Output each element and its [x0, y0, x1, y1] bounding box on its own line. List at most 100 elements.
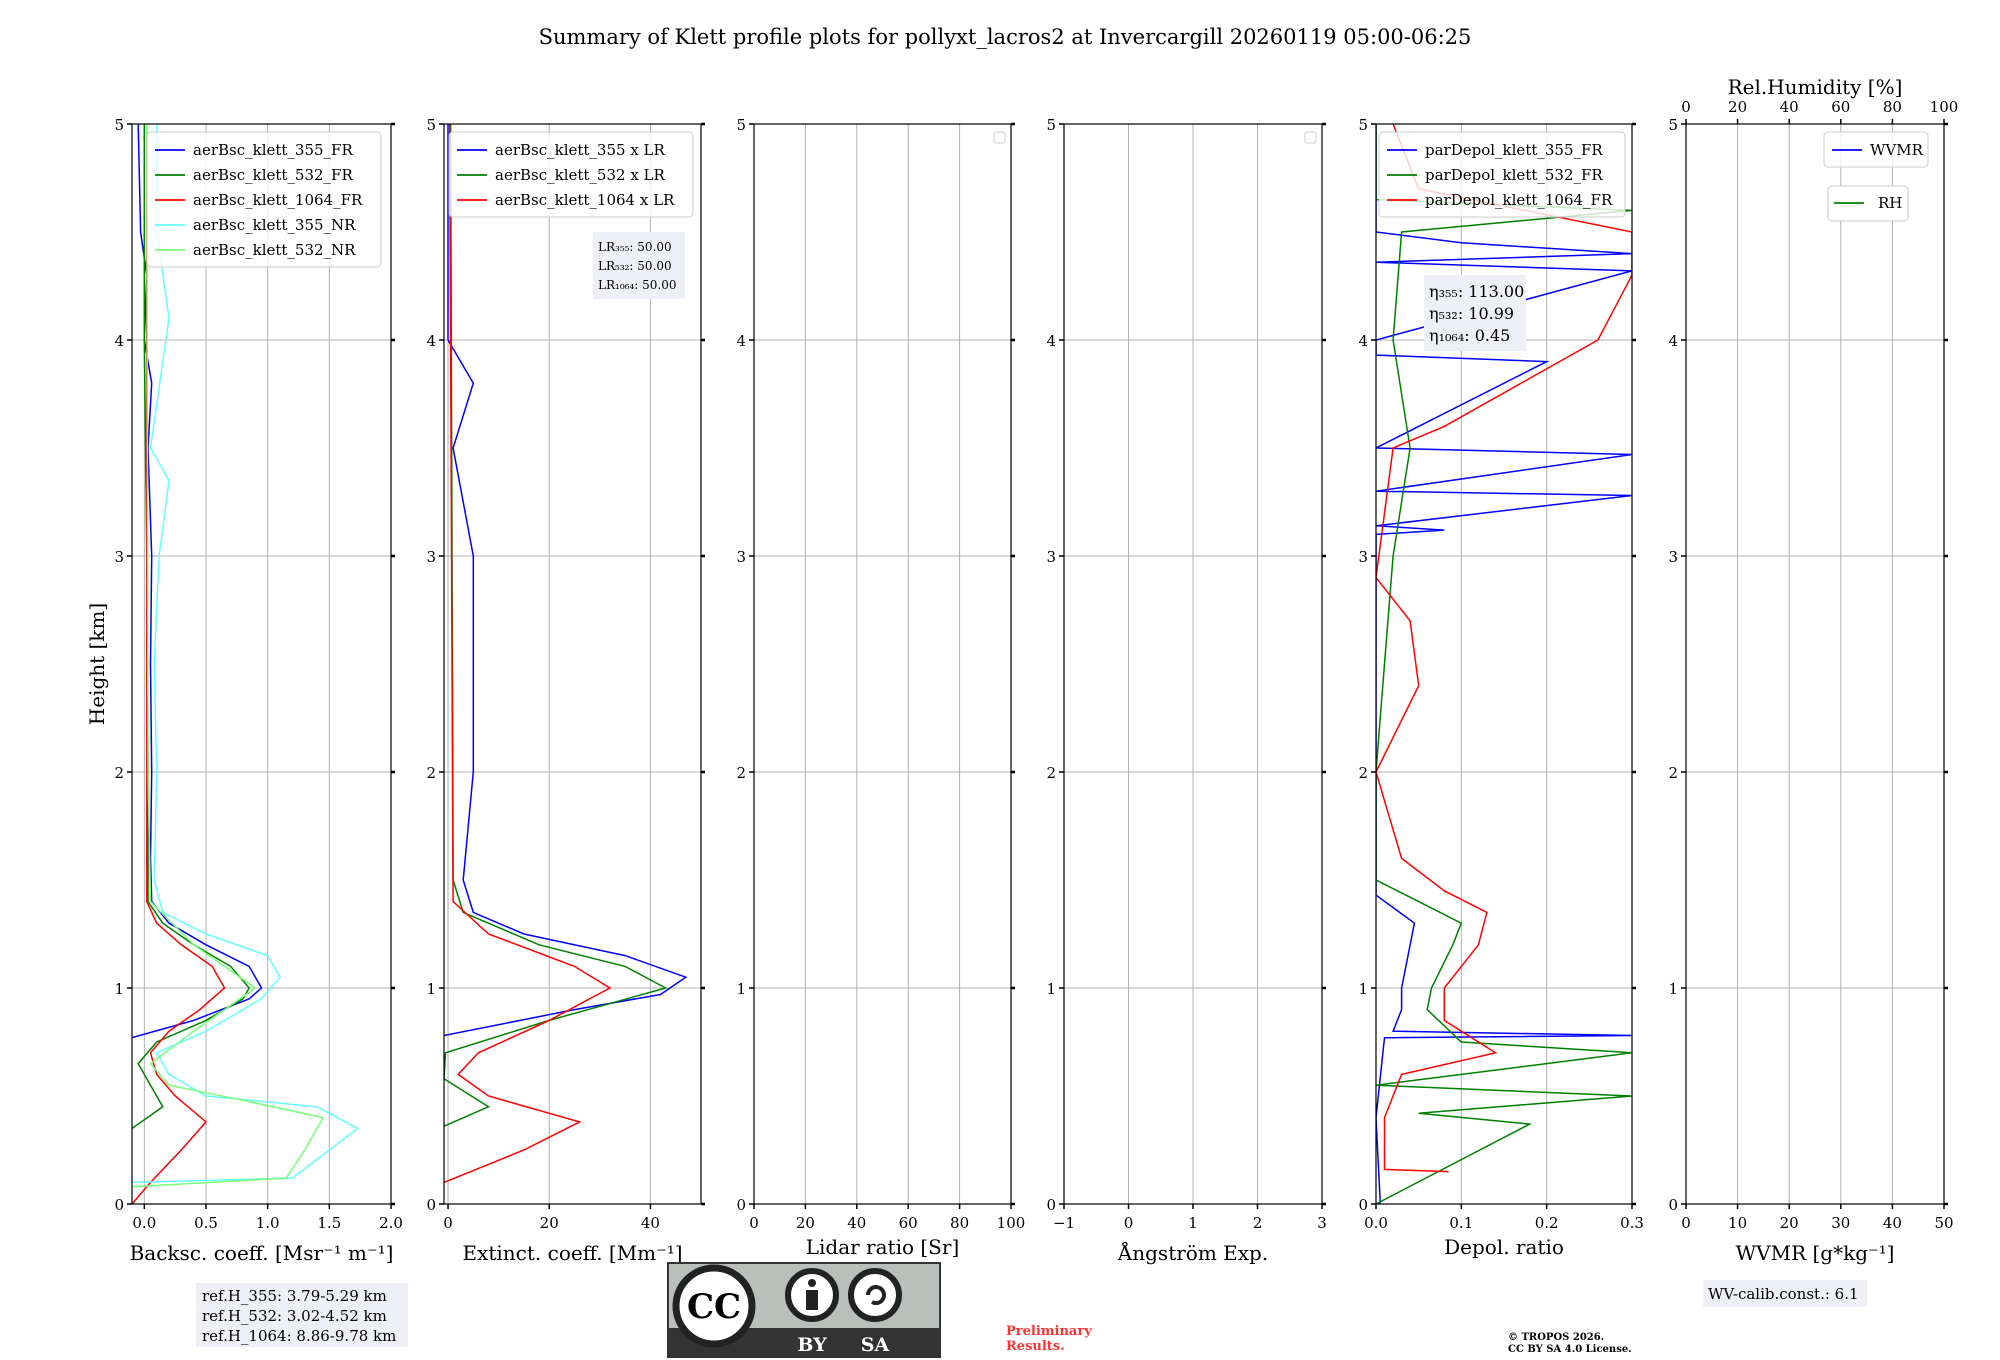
annotation-text: η₅₃₂: 10.99	[1429, 304, 1514, 323]
refh-text: ref.H_532: 3.02-4.52 km	[202, 1307, 387, 1325]
x-tick-label: 2.0	[379, 1214, 403, 1232]
x-tick-label: 0	[749, 1214, 759, 1232]
x-tick-label: 10	[1728, 1214, 1747, 1232]
x-axis-label: Backsc. coeff. [Msr⁻¹ m⁻¹]	[130, 1241, 394, 1265]
x-tick-label: 20	[540, 1214, 559, 1232]
legend-rh: RH	[1827, 185, 1909, 222]
annotation-box	[593, 232, 685, 299]
y-tick-label: 5	[736, 116, 746, 134]
x-tick-label: 40	[1883, 1214, 1902, 1232]
legend: parDepol_klett_355_FR parDepol_klett_532_…	[1378, 131, 1626, 218]
x-axis-label: Extinct. coeff. [Mm⁻¹]	[462, 1241, 682, 1265]
legend-box	[1823, 131, 1929, 168]
top-x-axis-label: Rel.Humidity [%]	[1728, 75, 1903, 99]
top-x-tick-label: 80	[1883, 98, 1902, 116]
y-tick-label: 2	[114, 764, 124, 782]
annotation-text: LR₅₃₂: 50.00	[598, 259, 672, 273]
x-tick-label: 3	[1317, 1214, 1327, 1232]
cc-by-sa-logo: CC BY SA	[667, 1262, 941, 1358]
x-tick-label: 0	[443, 1214, 453, 1232]
series-line-aerBsc_klett_355 x LR	[444, 124, 688, 1037]
sa-label: SA	[861, 1334, 890, 1356]
legend-label: aerBsc_klett_355 x LR	[495, 141, 666, 159]
series-line-aerBsc_klett_532_FR	[132, 124, 251, 1130]
y-tick-label: 4	[1668, 332, 1678, 350]
x-tick-label: 0.2	[1535, 1214, 1559, 1232]
x-tick-label: 40	[847, 1214, 866, 1232]
legend: WVMR	[1823, 131, 1929, 168]
legend-box	[1378, 131, 1626, 218]
y-axis-label: Height [km]	[85, 603, 109, 725]
legend-label: aerBsc_klett_355_NR	[193, 216, 356, 234]
series-line-parDepol_klett_355_FR	[1376, 124, 1632, 1204]
y-tick-label: 3	[114, 548, 124, 566]
y-tick-label: 0	[114, 1196, 124, 1214]
x-tick-label: 2	[1253, 1214, 1263, 1232]
y-tick-label: 2	[1358, 764, 1368, 782]
x-tick-label: 40	[641, 1214, 660, 1232]
y-tick-label: 4	[426, 332, 436, 350]
panel-wvmr: 0 10 20 30 40 50 0 1 2 3 4 5 WVMR [g*kg⁻¹] 0 20 40 60 80 1…	[1668, 75, 1958, 1265]
x-tick-label: 20	[796, 1214, 815, 1232]
y-tick-label: 3	[1668, 548, 1678, 566]
series-line-aerBsc_klett_1064 x LR	[444, 124, 612, 1184]
by-label: BY	[797, 1334, 827, 1356]
y-tick-label: 2	[736, 764, 746, 782]
annotation-text: η₃₅₅: 113.00	[1429, 282, 1524, 301]
y-tick-label: 1	[1046, 980, 1056, 998]
annotation-text: LR₃₅₅: 50.00	[598, 240, 672, 254]
x-tick-label: 100	[997, 1214, 1026, 1232]
legend-label: parDepol_klett_355_FR	[1425, 141, 1603, 159]
x-tick-label: 0.1	[1449, 1214, 1473, 1232]
legend: aerBsc_klett_355 x LR aerBsc_klett_532 x …	[448, 131, 694, 218]
y-tick-label: 4	[1358, 332, 1368, 350]
y-tick-label: 5	[1668, 116, 1678, 134]
preliminary-text: Results.	[1006, 1339, 1065, 1354]
y-tick-label: 1	[114, 980, 124, 998]
legend-label: aerBsc_klett_532_NR	[193, 241, 356, 259]
y-tick-label: 3	[1358, 548, 1368, 566]
x-tick-label: 1	[1188, 1214, 1198, 1232]
annotation-box	[1424, 275, 1526, 351]
person-body	[806, 1290, 818, 1310]
x-tick-label: −1	[1053, 1214, 1075, 1232]
legend-box	[448, 131, 694, 218]
y-tick-label: 2	[426, 764, 436, 782]
legend-label: aerBsc_klett_1064 x LR	[495, 191, 675, 209]
annotation-text: LR₁₀₆₄: 50.00	[598, 278, 676, 292]
y-tick-label: 4	[114, 332, 124, 350]
legend-box	[146, 131, 382, 268]
x-tick-label: 0.3	[1620, 1214, 1644, 1232]
top-x-tick-label: 40	[1780, 98, 1799, 116]
top-x-tick-label: 60	[1831, 98, 1850, 116]
panels: 0.0 0.5 1.0 1.5 2.0 0 1 2 3 4 5 Backsc. coeff. [Msr…	[114, 75, 1958, 1265]
legend-label: RH	[1878, 194, 1902, 212]
legend-box	[1827, 185, 1909, 222]
x-axis-label: Ångström Exp.	[1117, 1240, 1268, 1265]
y-tick-label: 4	[736, 332, 746, 350]
x-tick-label: 50	[1934, 1214, 1953, 1232]
cc-icon	[672, 1264, 756, 1348]
annotation-text: η₁₀₆₄: 0.45	[1429, 326, 1510, 345]
y-tick-label: 2	[1668, 764, 1678, 782]
x-tick-label: 1.0	[256, 1214, 280, 1232]
empty-legend-box	[1304, 131, 1317, 144]
y-tick-label: 3	[426, 548, 436, 566]
y-tick-label: 3	[736, 548, 746, 566]
x-tick-label: 0	[1124, 1214, 1134, 1232]
top-x-tick-label: 100	[1930, 98, 1959, 116]
panel-backscatter: 0.0 0.5 1.0 1.5 2.0 0 1 2 3 4 5 Backsc. coeff. [Msr…	[114, 116, 402, 1265]
sa-share-icon	[848, 1268, 902, 1322]
y-tick-label: 0	[1668, 1196, 1678, 1214]
y-tick-label: 3	[1046, 548, 1056, 566]
series-line-aerBsc_klett_532_NR	[132, 124, 325, 1188]
series-line-aerBsc_klett_532 x LR	[444, 124, 668, 1127]
x-tick-label: 20	[1780, 1214, 1799, 1232]
series-line-parDepol_klett_532_FR	[1376, 124, 1632, 1204]
top-x-tick-label: 0	[1681, 98, 1691, 116]
footer: ref.H_355: 3.79-5.29 km ref.H_532: 3.02-4…	[196, 1262, 1867, 1358]
y-tick-label: 5	[1358, 116, 1368, 134]
y-tick-label: 5	[426, 116, 436, 134]
x-tick-label: 60	[899, 1214, 918, 1232]
